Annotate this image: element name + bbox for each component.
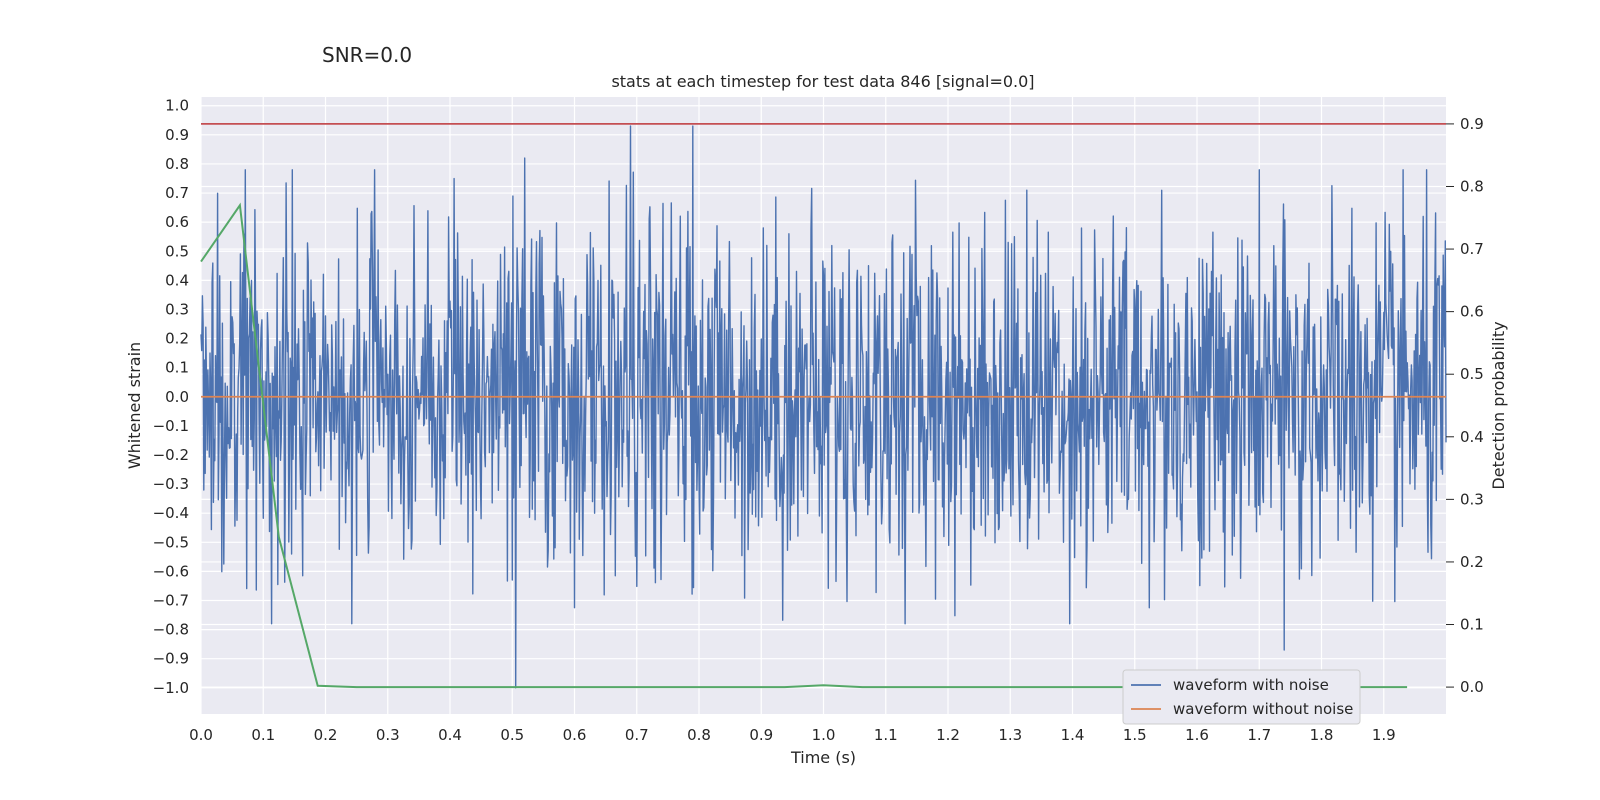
x-tick-label: 0.8 bbox=[687, 726, 711, 744]
y2-tick-label: 0.7 bbox=[1460, 240, 1484, 258]
y-tick-label: 0.1 bbox=[165, 359, 189, 377]
x-tick-label: 0.5 bbox=[500, 726, 524, 744]
series-waveform-with-noise bbox=[200, 125, 1447, 689]
x-tick-label: 1.6 bbox=[1185, 726, 1209, 744]
y-tick-label: 0.4 bbox=[165, 271, 189, 289]
y2-tick-label: 0.0 bbox=[1460, 678, 1484, 696]
x-tick-label: 0.9 bbox=[749, 726, 773, 744]
x-tick-label: 0.7 bbox=[625, 726, 649, 744]
y2-tick-label: 0.1 bbox=[1460, 616, 1484, 634]
y-tick-label: 0.8 bbox=[165, 155, 189, 173]
x-tick-label: 0.0 bbox=[189, 726, 213, 744]
x-tick-label: 1.3 bbox=[998, 726, 1022, 744]
y2-tick-label: 0.8 bbox=[1460, 177, 1484, 195]
y-tick-label: −1.0 bbox=[153, 679, 189, 697]
y2-tick-label: 0.3 bbox=[1460, 490, 1484, 508]
y-tick-label: 0.9 bbox=[165, 126, 189, 144]
legend-label-clean: waveform without noise bbox=[1173, 700, 1353, 718]
y-tick-label: −0.4 bbox=[153, 504, 189, 522]
y2-axis-label: Detection probability bbox=[1489, 321, 1508, 489]
x-tick-label: 0.4 bbox=[438, 726, 462, 744]
y-tick-label: −0.6 bbox=[153, 562, 189, 580]
x-tick-label: 1.9 bbox=[1372, 726, 1396, 744]
ticks-layer: 0.0 0.1 0.2 0.3 0.4 0.5 0.6 0.7 0.8 0.9 1.0 1.1 1.2 1… bbox=[153, 97, 1484, 744]
chart-title: stats at each timestep for test data 846… bbox=[611, 72, 1034, 91]
y-tick-label: −0.2 bbox=[153, 446, 189, 464]
x-tick-label: 1.4 bbox=[1061, 726, 1085, 744]
y2-tick-label: 0.4 bbox=[1460, 428, 1484, 446]
legend-box bbox=[1122, 669, 1361, 725]
y-tick-label: −0.8 bbox=[153, 621, 189, 639]
y2-tick-label: 0.2 bbox=[1460, 553, 1484, 571]
y-tick-label: −0.5 bbox=[153, 533, 189, 551]
y-tick-label: −0.9 bbox=[153, 650, 189, 668]
x-tick-label: 0.1 bbox=[251, 726, 275, 744]
y-tick-label: 0.3 bbox=[165, 300, 189, 318]
y-tick-label: 0.7 bbox=[165, 184, 189, 202]
y-tick-label: 0.0 bbox=[165, 388, 189, 406]
y-tick-label: 1.0 bbox=[165, 97, 189, 115]
y-tick-label: 0.2 bbox=[165, 330, 189, 348]
x-tick-label: 0.6 bbox=[563, 726, 587, 744]
y-axis-label: Whitened strain bbox=[125, 342, 144, 469]
legend: waveform with noise waveform without noi… bbox=[1122, 669, 1361, 725]
suptitle: SNR=0.0 bbox=[322, 43, 412, 67]
x-axis-label: Time (s) bbox=[790, 748, 856, 767]
legend-label-noise: waveform with noise bbox=[1173, 676, 1329, 694]
y-tick-label: −0.7 bbox=[153, 591, 189, 609]
y2-tick-label: 0.5 bbox=[1460, 365, 1484, 383]
x-tick-label: 1.5 bbox=[1123, 726, 1147, 744]
y-tick-label: 0.6 bbox=[165, 213, 189, 231]
y-tick-label: 0.5 bbox=[165, 242, 189, 260]
x-tick-label: 1.8 bbox=[1310, 726, 1334, 744]
x-tick-label: 1.0 bbox=[812, 726, 836, 744]
x-tick-label: 0.3 bbox=[376, 726, 400, 744]
x-tick-label: 1.7 bbox=[1247, 726, 1271, 744]
y-tick-label: −0.3 bbox=[153, 475, 189, 493]
y2-tick-label: 0.9 bbox=[1460, 115, 1484, 133]
x-tick-label: 0.2 bbox=[314, 726, 338, 744]
y2-tick-label: 0.6 bbox=[1460, 303, 1484, 321]
x-tick-label: 1.1 bbox=[874, 726, 898, 744]
x-tick-label: 1.2 bbox=[936, 726, 960, 744]
y-tick-label: −0.1 bbox=[153, 417, 189, 435]
